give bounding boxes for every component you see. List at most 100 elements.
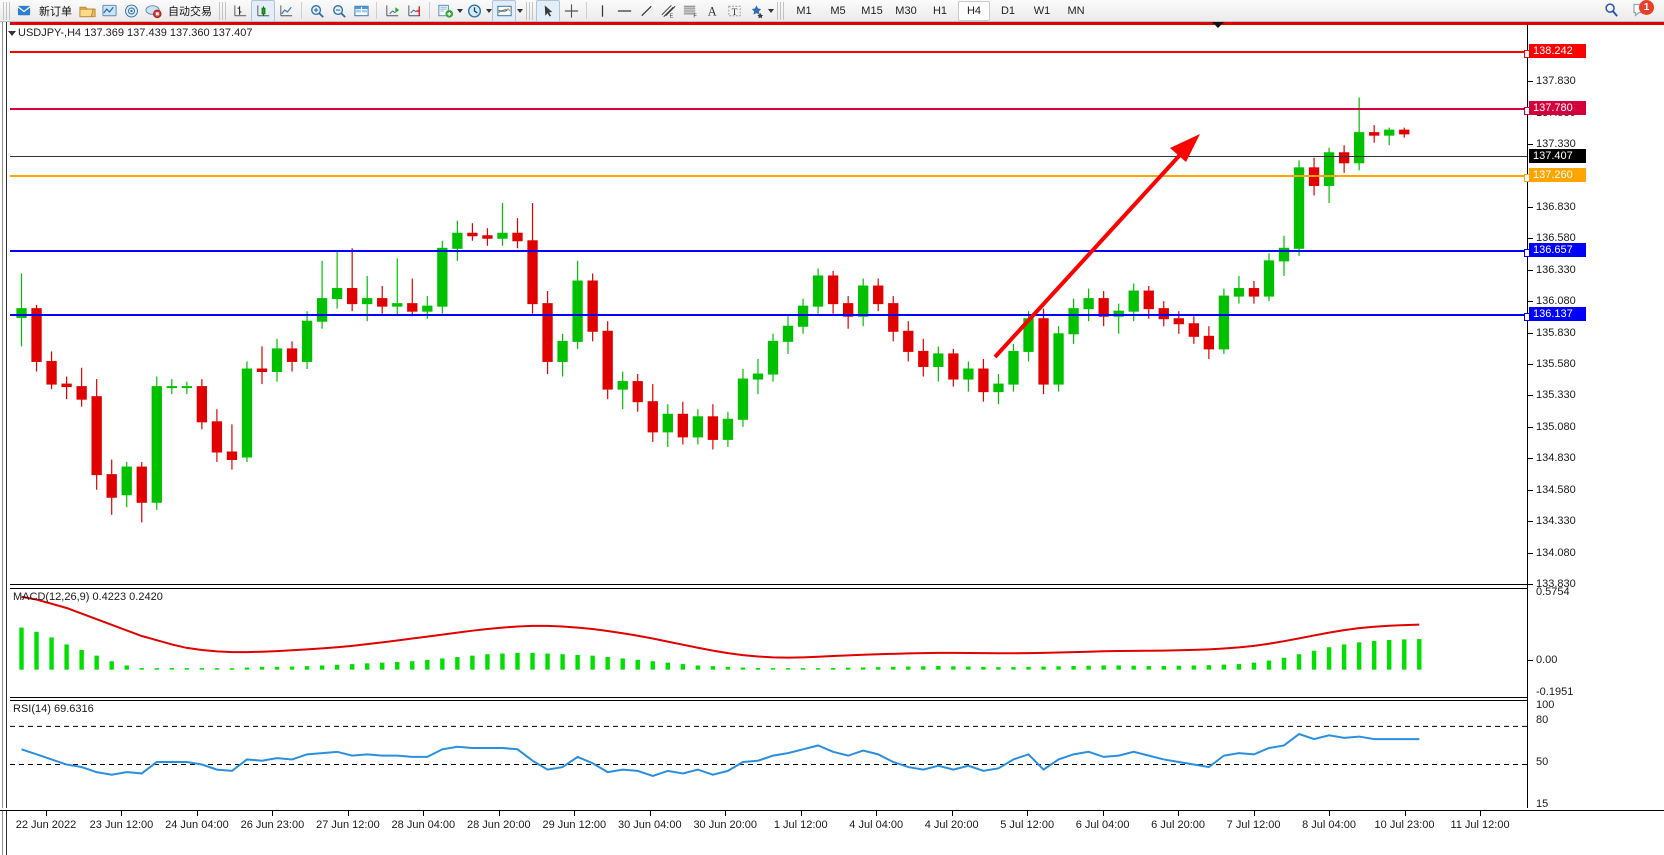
price-tick-label: 136.330 [1536,263,1576,276]
timeframe-h4[interactable]: H4 [958,0,990,21]
level-line-resistance-upper[interactable] [10,50,1532,58]
level-line-support-lower[interactable] [10,313,1532,321]
toolbar-divider-2 [376,2,377,19]
text-label-icon[interactable]: T [723,1,745,21]
toolbar-grip-4[interactable] [777,1,784,20]
timeframe-m5[interactable]: M5 [830,4,846,17]
macd-histogram-bar [64,644,69,670]
macd-histogram-bar [1011,667,1016,670]
toolbar-grip[interactable] [3,1,10,20]
macd-histogram-bar [710,666,716,670]
price-tick-label: 134.580 [1536,483,1576,496]
new-order-label[interactable]: 新订单 [39,5,72,18]
time-tick [1253,811,1255,816]
time-tick [574,811,576,816]
navigator-icon[interactable] [120,1,142,21]
trendline-icon[interactable] [635,1,657,21]
grid-icon[interactable] [350,1,372,21]
price-tick [1528,363,1533,365]
chart-window[interactable]: USDJPY-,H4 137.369 137.439 137.360 137.4… [0,22,1664,855]
candle-body [617,381,628,390]
candle-body [196,386,208,423]
price-tick [1528,521,1533,523]
price-tick [1528,81,1533,83]
fibonacci-icon[interactable]: F [679,1,701,21]
price-tick [1528,238,1533,240]
level-line-resistance-mid[interactable] [10,107,1532,115]
timeframe-m30[interactable]: M30 [895,4,917,17]
timeframe-mn[interactable]: MN [1067,4,1085,17]
candle-body [1128,290,1139,312]
macd-histogram-bar [575,654,580,670]
equidistant-channel-icon[interactable]: E [657,1,679,21]
chat-icon[interactable]: 1 [1630,0,1654,21]
search-icon[interactable] [1600,1,1622,21]
candle-body [362,298,373,305]
indicators-icon[interactable] [434,1,456,21]
price-axis[interactable]: 138.080137.830137.580137.330137.080136.8… [1527,22,1664,810]
candlestick-chart-icon[interactable] [251,0,275,22]
rsi-pane[interactable]: RSI(14) 69.6316 [10,700,1528,809]
symbol-collapse-icon[interactable] [8,31,16,36]
macd-histogram-bar [1266,660,1272,670]
macd-histogram-bar [1417,639,1422,670]
cursor-icon[interactable] [536,0,560,22]
macd-histogram-bar [665,662,670,670]
price-pane[interactable] [10,22,1528,585]
candle-body [166,386,177,389]
candle-body [542,303,553,362]
time-tick-label: 27 Jun 12:00 [316,819,380,831]
price-tag-support-upper: 136.657 [1529,243,1586,257]
candle-body [1188,323,1199,337]
zoom-in-icon[interactable] [306,1,328,21]
chart-shift-icon[interactable] [403,1,425,21]
chevron-down-icon-3[interactable] [517,8,523,13]
auto-scroll-icon[interactable] [381,1,403,21]
candle-body [1068,308,1079,335]
macd-histogram-bar [124,665,129,670]
profiles-icon[interactable] [76,1,98,21]
candle-body [46,360,57,385]
time-tick-label: 30 Jun 20:00 [693,819,758,831]
timeframe-w1[interactable]: W1 [1033,4,1051,17]
level-line-support-upper[interactable] [10,249,1532,257]
chevron-down-icon-4[interactable] [768,8,774,13]
line-chart-icon[interactable] [275,1,297,21]
timeframe-m15[interactable]: M15 [861,4,883,17]
data-window-icon[interactable] [142,1,164,21]
time-tick [347,811,349,816]
macd-histogram-bar [500,653,505,670]
bar-chart-icon[interactable] [229,1,251,21]
time-axis[interactable]: 22 Jun 2022 23 Jun 12:00 24 Jun 04:00 26 Ju… [0,810,1664,855]
auto-trading-label[interactable]: 自动交易 [168,5,212,18]
chevron-down-icon[interactable] [457,8,463,13]
timeframe-m1[interactable]: M1 [796,4,812,17]
crosshair-icon[interactable] [560,1,582,21]
market-watch-icon[interactable] [98,1,120,21]
templates-icon[interactable] [492,0,516,22]
new-order-icon[interactable] [13,1,35,21]
zoom-out-icon[interactable] [328,1,350,21]
vertical-line-icon[interactable] [591,1,613,21]
chevron-down-icon-2[interactable] [486,8,492,13]
timeframe-d1[interactable]: D1 [1000,4,1016,17]
level-line-bid-price[interactable] [10,174,1532,182]
macd-histogram-bar [1326,647,1332,670]
macd-histogram-bar [966,666,971,670]
toolbar-grip-2[interactable] [219,1,226,20]
timeframe-h1[interactable]: H1 [932,4,948,17]
text-icon[interactable]: A [701,1,723,21]
candle-body [316,298,328,322]
shapes-icon[interactable] [745,1,767,21]
candle-body [61,383,72,388]
macd-histogram-bar [1116,665,1121,670]
toolbar-grip-3[interactable] [526,1,533,20]
horizontal-line-icon[interactable] [613,1,635,21]
macd-pane[interactable]: MACD(12,26,9) 0.4223 0.2420 [10,588,1528,698]
period-icon[interactable] [463,1,485,21]
macd-histogram-bar [1356,642,1362,670]
macd-histogram-bar [169,668,175,670]
macd-tick-label: 0.5754 [1536,586,1570,598]
macd-histogram-bar [109,661,114,670]
price-tag-support-lower: 136.137 [1529,307,1586,321]
